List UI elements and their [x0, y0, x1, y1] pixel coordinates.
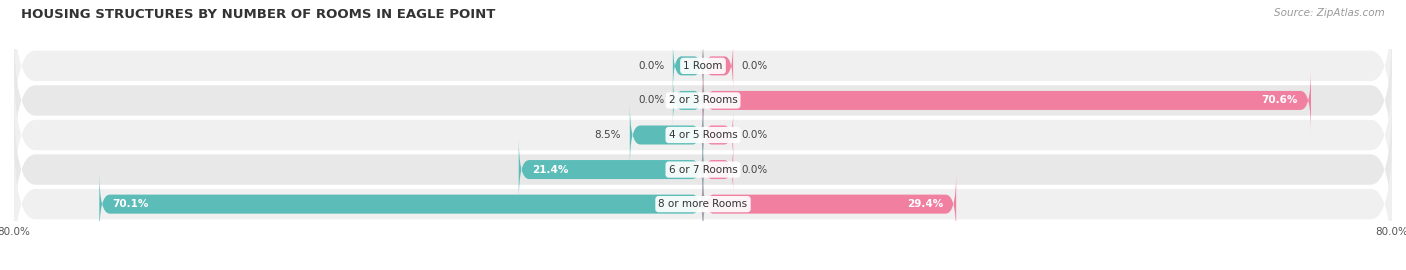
FancyBboxPatch shape [14, 29, 1392, 172]
Text: 70.6%: 70.6% [1261, 95, 1298, 106]
Text: 1 Room: 1 Room [683, 61, 723, 71]
FancyBboxPatch shape [673, 41, 703, 91]
FancyBboxPatch shape [673, 75, 703, 126]
Text: Source: ZipAtlas.com: Source: ZipAtlas.com [1274, 8, 1385, 18]
FancyBboxPatch shape [14, 64, 1392, 206]
Text: 0.0%: 0.0% [638, 95, 664, 106]
FancyBboxPatch shape [100, 172, 703, 236]
Text: 0.0%: 0.0% [742, 130, 768, 140]
Text: 8.5%: 8.5% [595, 130, 621, 140]
FancyBboxPatch shape [703, 110, 733, 160]
FancyBboxPatch shape [703, 144, 733, 195]
Text: 0.0%: 0.0% [638, 61, 664, 71]
Text: 21.4%: 21.4% [531, 164, 568, 175]
Text: HOUSING STRUCTURES BY NUMBER OF ROOMS IN EAGLE POINT: HOUSING STRUCTURES BY NUMBER OF ROOMS IN… [21, 8, 495, 21]
FancyBboxPatch shape [703, 69, 1310, 132]
Text: 4 or 5 Rooms: 4 or 5 Rooms [669, 130, 737, 140]
Text: 0.0%: 0.0% [742, 164, 768, 175]
FancyBboxPatch shape [14, 0, 1392, 137]
Text: 6 or 7 Rooms: 6 or 7 Rooms [669, 164, 737, 175]
FancyBboxPatch shape [14, 98, 1392, 241]
FancyBboxPatch shape [14, 133, 1392, 270]
FancyBboxPatch shape [703, 172, 956, 236]
FancyBboxPatch shape [703, 41, 733, 91]
Text: 2 or 3 Rooms: 2 or 3 Rooms [669, 95, 737, 106]
Text: 70.1%: 70.1% [112, 199, 149, 209]
Text: 29.4%: 29.4% [907, 199, 943, 209]
FancyBboxPatch shape [630, 103, 703, 167]
Text: 8 or more Rooms: 8 or more Rooms [658, 199, 748, 209]
Text: 0.0%: 0.0% [742, 61, 768, 71]
FancyBboxPatch shape [519, 138, 703, 201]
